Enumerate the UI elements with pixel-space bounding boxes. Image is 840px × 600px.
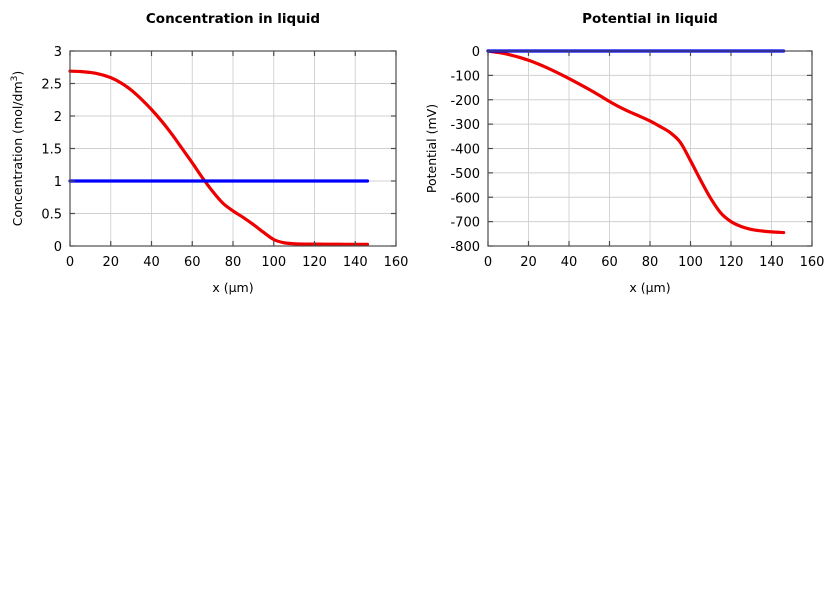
chart-panel-concentration-in-solid-cathode: Concentration in solid in the middle of … <box>420 300 840 600</box>
ytick-label: -300 <box>450 118 480 133</box>
y-axis-label-tail: ) <box>10 71 25 76</box>
xtick-label: 160 <box>384 255 409 270</box>
xtick-label: 40 <box>561 255 578 270</box>
chart-panel-potential-in-liquid: Potential in liquid 0 20 40 60 80 100 120 140 160… <box>420 0 840 300</box>
chart-panel-concentration-in-liquid: Concentration in liquid 0 20 40 60 80 100 120 14… <box>0 0 420 300</box>
ytick-label: 2 <box>54 110 62 125</box>
y-axis-label-base: Concentration (mol/dm <box>10 81 25 226</box>
chart-title: Concentration in liquid <box>146 11 320 27</box>
xtick-label: 120 <box>719 255 744 270</box>
gridlines <box>488 51 812 246</box>
x-axis-label: x (µm) <box>629 280 670 295</box>
xtick-label: 140 <box>759 255 784 270</box>
ytick-label: 0.5 <box>41 208 62 223</box>
series-group <box>486 49 786 235</box>
ticks-group: 0 20 40 60 80 100 120 140 160 -800 -700 -600 -500 -40… <box>450 45 824 270</box>
xtick-label: 60 <box>184 255 201 270</box>
chart-svg-potential-in-liquid: Potential in liquid 0 20 40 60 80 100 120 140 160… <box>424 11 824 295</box>
series-line-concentration-profile <box>68 69 370 246</box>
xtick-label: 20 <box>520 255 537 270</box>
ytick-label: 1 <box>54 175 62 190</box>
xtick-label: 100 <box>261 255 286 270</box>
ticks-group: 0 20 40 60 80 100 120 140 160 0 0.5 1 1.5 2 2.5 3 <box>41 45 408 270</box>
ytick-label: -200 <box>450 94 480 109</box>
ytick-label: -600 <box>450 191 480 206</box>
ytick-label: -100 <box>450 69 480 84</box>
y-axis-label-superscript: 3 <box>10 76 20 82</box>
xtick-label: 80 <box>225 255 242 270</box>
chart-title: Potential in liquid <box>582 11 718 27</box>
xtick-label: 140 <box>343 255 368 270</box>
xtick-label: 120 <box>302 255 327 270</box>
chart-svg-concentration-in-solid-cathode: Concentration in solid in the middle of … <box>420 300 840 600</box>
x-axis-label: x (µm) <box>212 280 253 295</box>
xtick-label: 20 <box>102 255 119 270</box>
ytick-label: 0 <box>54 240 62 255</box>
xtick-label: 80 <box>642 255 659 270</box>
xtick-label: 0 <box>484 255 492 270</box>
ytick-label: 2.5 <box>41 78 62 93</box>
xtick-label: 100 <box>678 255 703 270</box>
y-axis-label: Concentration (mol/dm3) <box>10 71 25 227</box>
ytick-label: -800 <box>450 240 480 255</box>
series-line-potential-profile <box>486 49 786 235</box>
y-axis-label: Potential (mV) <box>424 104 439 193</box>
xtick-label: 160 <box>800 255 825 270</box>
ytick-label: 0 <box>472 45 480 60</box>
chart-svg-concentration-in-solid-anode: Concentration in solid in the middle of … <box>0 300 420 600</box>
ytick-label: -400 <box>450 143 480 158</box>
xtick-label: 60 <box>601 255 618 270</box>
ytick-label: 3 <box>54 45 62 60</box>
series-group <box>68 69 370 246</box>
ytick-label: 1.5 <box>41 143 62 158</box>
xtick-label: 40 <box>143 255 160 270</box>
xtick-label: 0 <box>66 255 74 270</box>
ytick-label: -500 <box>450 167 480 182</box>
chart-panel-concentration-in-solid-anode: Concentration in solid in the middle of … <box>0 300 420 600</box>
ytick-label: -700 <box>450 216 480 231</box>
